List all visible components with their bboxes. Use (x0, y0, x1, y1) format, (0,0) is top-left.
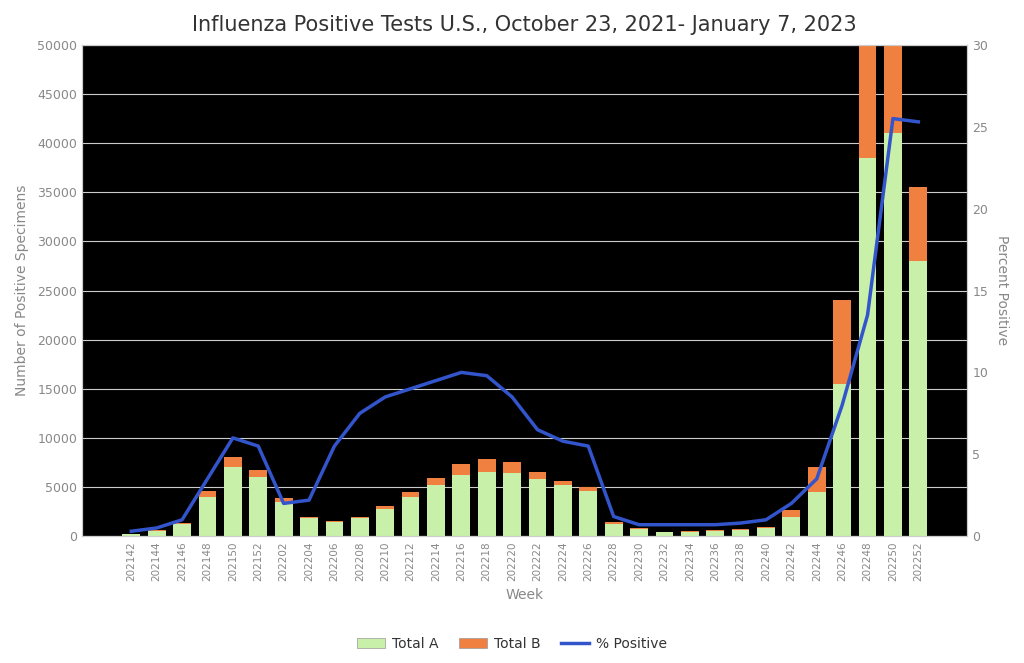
Bar (681, 532, 698, 536)
Bar (376, 509, 394, 536)
Bar (173, 524, 191, 536)
Bar (605, 522, 623, 524)
Bar (909, 188, 927, 261)
Bar (808, 492, 825, 536)
Bar (630, 528, 648, 529)
Y-axis label: Percent Positive: Percent Positive (995, 235, 1009, 345)
Bar (580, 487, 597, 491)
% Positive (684, 520, 696, 528)
Bar (732, 530, 750, 536)
Bar (453, 465, 470, 475)
X-axis label: Week: Week (506, 587, 544, 601)
% Positive (836, 401, 848, 409)
% Positive (430, 377, 442, 385)
Bar (478, 472, 496, 536)
Y-axis label: Number of Positive Specimens: Number of Positive Specimens (15, 185, 29, 396)
Bar (580, 491, 597, 536)
% Positive (151, 524, 163, 532)
Bar (453, 475, 470, 536)
% Positive (176, 516, 188, 524)
Bar (503, 463, 521, 473)
Legend: Total A, Total B, % Positive: Total A, Total B, % Positive (351, 631, 673, 656)
% Positive (329, 442, 341, 450)
Bar (605, 524, 623, 536)
Bar (757, 526, 775, 528)
% Positive (760, 516, 772, 524)
Bar (732, 529, 750, 530)
Bar (123, 534, 140, 536)
% Positive (278, 499, 290, 507)
% Positive (379, 393, 391, 401)
% Positive (709, 520, 721, 528)
% Positive (404, 385, 417, 392)
Bar (351, 518, 369, 536)
Bar (707, 530, 724, 531)
Bar (401, 492, 420, 497)
Bar (528, 479, 547, 536)
% Positive (734, 519, 746, 527)
% Positive (353, 409, 366, 417)
% Positive (202, 475, 214, 483)
Bar (147, 531, 166, 536)
Bar (503, 473, 521, 536)
Bar (528, 472, 547, 479)
Bar (554, 485, 571, 536)
% Positive (582, 442, 594, 450)
% Positive (303, 496, 315, 504)
Bar (274, 499, 293, 502)
Bar (224, 467, 242, 536)
Bar (224, 457, 242, 467)
% Positive (912, 118, 925, 126)
Line: % Positive: % Positive (131, 119, 919, 531)
% Positive (252, 442, 264, 450)
Bar (808, 467, 825, 492)
Bar (427, 485, 444, 536)
Bar (250, 477, 267, 536)
Bar (199, 497, 216, 536)
% Positive (785, 499, 798, 507)
% Positive (480, 372, 493, 380)
Bar (173, 523, 191, 524)
Bar (909, 261, 927, 536)
Bar (478, 459, 496, 472)
Bar (147, 530, 166, 531)
Bar (300, 518, 317, 536)
Bar (757, 528, 775, 536)
Bar (834, 300, 851, 384)
Title: Influenza Positive Tests U.S., October 23, 2021- January 7, 2023: Influenza Positive Tests U.S., October 2… (193, 15, 857, 35)
Bar (834, 384, 851, 536)
% Positive (658, 520, 671, 528)
Bar (707, 531, 724, 536)
% Positive (607, 512, 620, 520)
Bar (274, 502, 293, 536)
% Positive (456, 369, 468, 377)
% Positive (506, 393, 518, 401)
Bar (250, 470, 267, 477)
% Positive (557, 437, 569, 445)
Bar (859, 158, 877, 536)
Bar (884, 0, 902, 133)
Bar (376, 506, 394, 509)
Bar (554, 481, 571, 485)
Bar (884, 133, 902, 536)
% Positive (887, 115, 899, 123)
Bar (326, 521, 343, 522)
% Positive (633, 520, 645, 528)
Bar (326, 522, 343, 536)
Bar (782, 510, 801, 516)
% Positive (861, 311, 873, 319)
% Positive (226, 434, 239, 442)
Bar (401, 497, 420, 536)
Bar (655, 532, 674, 536)
Bar (199, 491, 216, 497)
% Positive (811, 475, 823, 483)
% Positive (531, 426, 544, 434)
Bar (859, 0, 877, 158)
% Positive (125, 527, 137, 535)
Bar (351, 516, 369, 518)
Bar (782, 516, 801, 536)
Bar (630, 529, 648, 536)
Bar (427, 478, 444, 485)
Bar (300, 516, 317, 518)
